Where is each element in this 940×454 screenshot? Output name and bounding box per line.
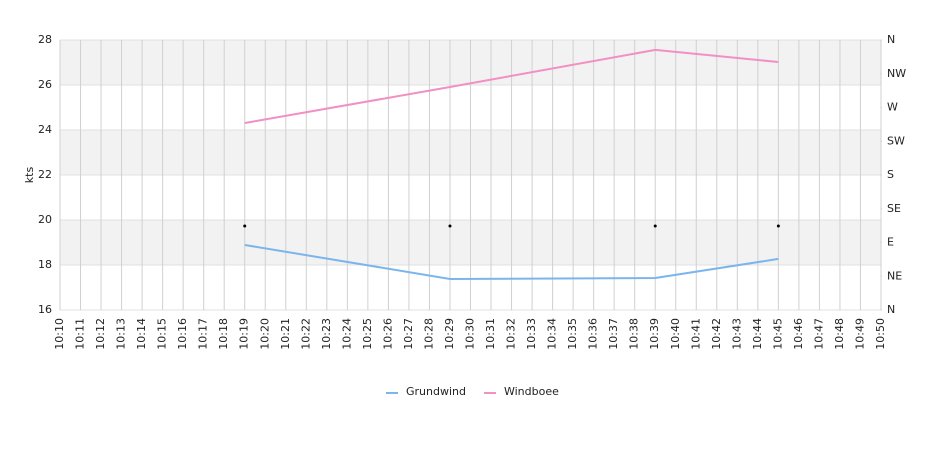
x-tick-label: 10:10 bbox=[53, 318, 66, 350]
x-tick-label: 10:20 bbox=[258, 318, 271, 350]
y-tick-label: 24 bbox=[38, 123, 52, 136]
x-tick-label: 10:41 bbox=[689, 318, 702, 350]
y-tick-label: 28 bbox=[38, 33, 52, 46]
y-axis-title: kts bbox=[23, 167, 36, 184]
direction-marker bbox=[653, 224, 657, 228]
x-tick-label: 10:50 bbox=[874, 318, 887, 350]
x-tick-label: 10:43 bbox=[730, 318, 743, 350]
x-tick-label: 10:16 bbox=[176, 318, 189, 350]
x-tick-label: 10:42 bbox=[710, 318, 723, 350]
x-tick-label: 10:28 bbox=[422, 318, 435, 350]
x-tick-label: 10:40 bbox=[669, 318, 682, 350]
y2-tick-label: S bbox=[887, 168, 894, 181]
x-tick-label: 10:34 bbox=[546, 318, 559, 350]
direction-marker bbox=[243, 224, 247, 228]
direction-marker bbox=[448, 224, 452, 228]
y2-tick-label: N bbox=[887, 303, 895, 316]
x-tick-label: 10:12 bbox=[94, 318, 107, 350]
x-tick-label: 10:14 bbox=[135, 318, 148, 350]
x-tick-label: 10:39 bbox=[648, 318, 661, 350]
x-tick-label: 10:27 bbox=[402, 318, 415, 350]
x-tick-label: 10:26 bbox=[381, 318, 394, 350]
x-tick-label: 10:46 bbox=[792, 318, 805, 350]
x-tick-label: 10:38 bbox=[628, 318, 641, 350]
x-tick-label: 10:36 bbox=[587, 318, 600, 350]
x-tick-label: 10:48 bbox=[833, 318, 846, 350]
x-tick-label: 10:32 bbox=[505, 318, 518, 350]
x-tick-label: 10:17 bbox=[197, 318, 210, 350]
x-tick-label: 10:25 bbox=[361, 318, 374, 350]
direction-marker bbox=[776, 224, 780, 228]
x-tick-label: 10:47 bbox=[812, 318, 825, 350]
y2-tick-label: NW bbox=[887, 67, 906, 80]
series-line bbox=[244, 243, 779, 280]
x-tick-label: 10:19 bbox=[238, 318, 251, 350]
x-tick-label: 10:18 bbox=[217, 318, 230, 350]
legend-label: Grundwind bbox=[406, 385, 466, 398]
y2-tick-label: W bbox=[887, 101, 898, 114]
x-tick-label: 10:35 bbox=[566, 318, 579, 350]
y-tick-label: 26 bbox=[38, 78, 52, 91]
y-tick-label: 18 bbox=[38, 258, 52, 271]
x-tick-label: 10:33 bbox=[525, 318, 538, 350]
x-tick-label: 10:37 bbox=[607, 318, 620, 350]
x-tick-label: 10:29 bbox=[443, 318, 456, 350]
y2-tick-label: SE bbox=[887, 202, 901, 215]
y-tick-label: 16 bbox=[38, 303, 52, 316]
x-tick-label: 10:24 bbox=[340, 318, 353, 350]
y2-tick-label: NE bbox=[887, 269, 902, 282]
y2-tick-label: E bbox=[887, 236, 894, 249]
x-tick-label: 10:15 bbox=[156, 318, 169, 350]
y-tick-label: 20 bbox=[38, 213, 52, 226]
x-tick-label: 10:49 bbox=[853, 318, 866, 350]
x-tick-label: 10:11 bbox=[74, 318, 87, 350]
series-line bbox=[244, 48, 779, 125]
y2-tick-label: N bbox=[887, 33, 895, 46]
x-tick-label: 10:21 bbox=[279, 318, 292, 350]
x-tick-label: 10:30 bbox=[464, 318, 477, 350]
y-tick-label: 22 bbox=[38, 168, 52, 181]
x-tick-label: 10:45 bbox=[771, 318, 784, 350]
y2-tick-label: SW bbox=[887, 134, 905, 147]
x-tick-label: 10:13 bbox=[115, 318, 128, 350]
x-tick-label: 10:31 bbox=[484, 318, 497, 350]
x-tick-label: 10:44 bbox=[751, 318, 764, 350]
legend-label: Windboee bbox=[504, 385, 559, 398]
x-tick-label: 10:23 bbox=[320, 318, 333, 350]
x-tick-label: 10:22 bbox=[299, 318, 312, 350]
